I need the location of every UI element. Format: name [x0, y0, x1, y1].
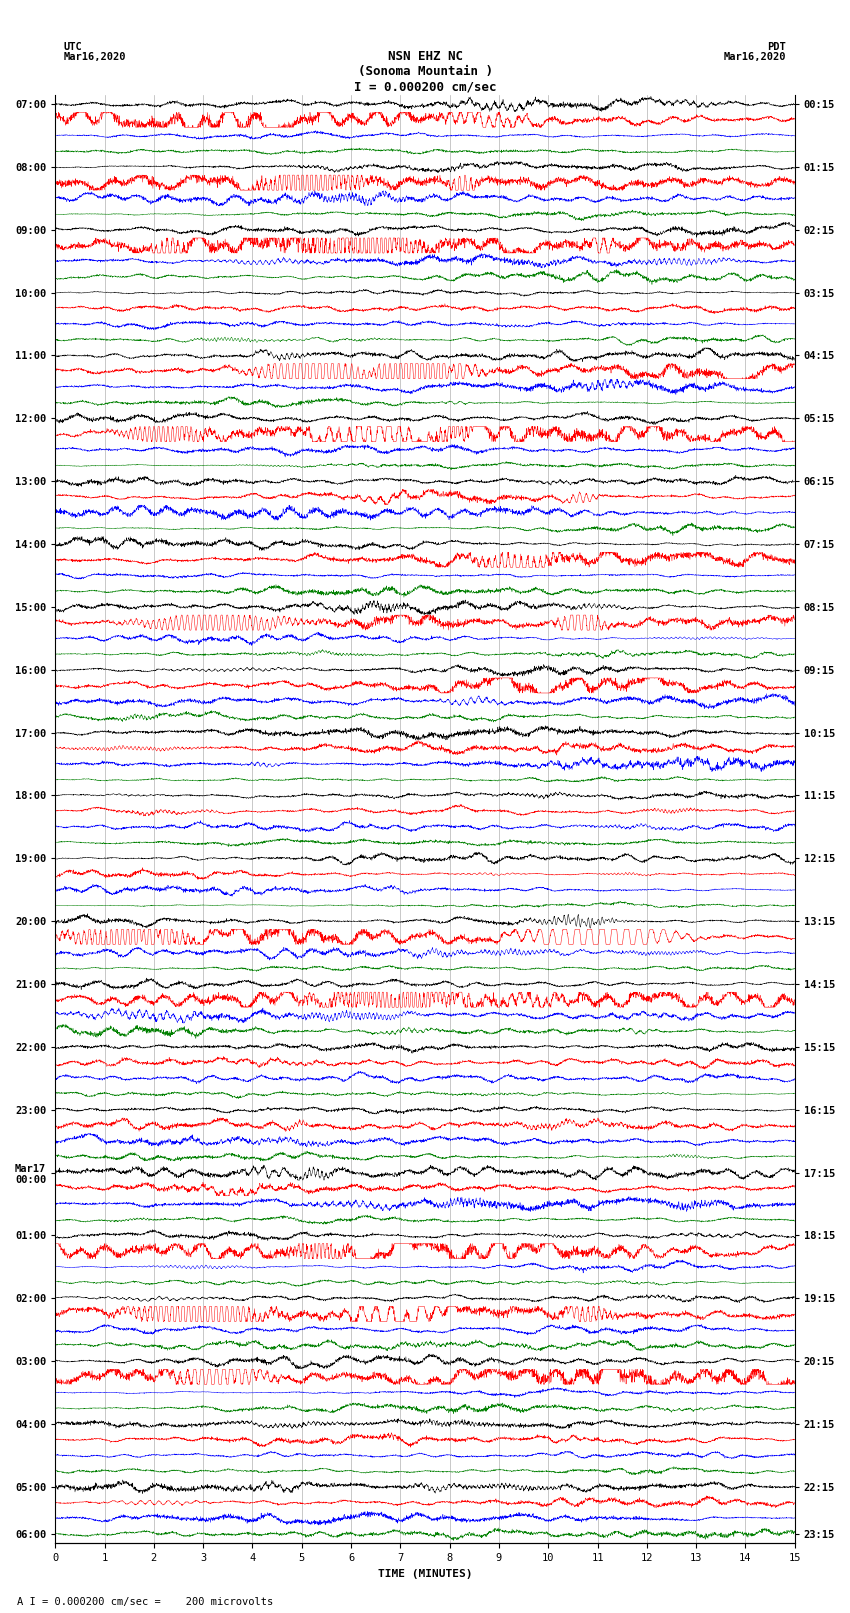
X-axis label: TIME (MINUTES): TIME (MINUTES)	[377, 1569, 473, 1579]
Text: Mar16,2020: Mar16,2020	[723, 52, 786, 61]
Title: NSN EHZ NC
(Sonoma Mountain )
I = 0.000200 cm/sec: NSN EHZ NC (Sonoma Mountain ) I = 0.0002…	[354, 50, 496, 94]
Text: PDT: PDT	[768, 42, 786, 52]
Text: UTC: UTC	[64, 42, 82, 52]
Text: A I = 0.000200 cm/sec =    200 microvolts: A I = 0.000200 cm/sec = 200 microvolts	[17, 1597, 273, 1607]
Text: Mar16,2020: Mar16,2020	[64, 52, 127, 61]
